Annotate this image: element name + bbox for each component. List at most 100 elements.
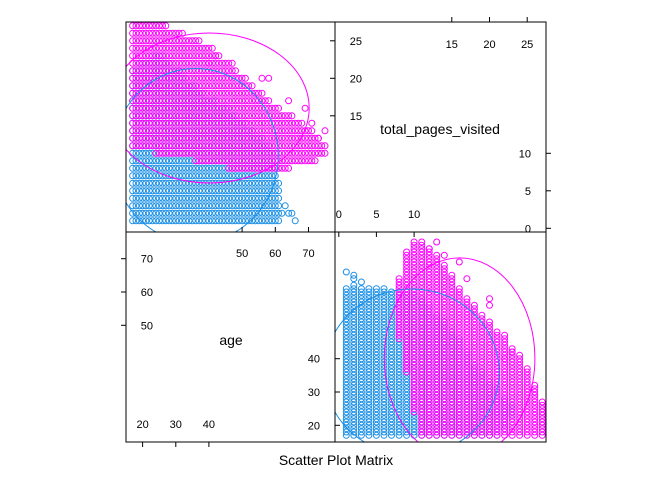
data-point [271,164,279,172]
data-point [248,112,256,120]
data-point [132,44,140,52]
data-point [372,328,380,336]
data-point [486,388,493,396]
data-point [418,391,426,399]
data-point [531,421,539,429]
data-point [493,431,501,439]
data-point [440,328,448,336]
data-point [265,74,273,82]
data-point [188,202,196,210]
data-point [501,418,509,426]
data-point [380,378,388,386]
data-point [132,142,140,150]
data-point [463,341,471,349]
data-point [350,318,358,326]
data-point [440,375,448,383]
data-point [372,391,380,399]
data-point [202,59,210,67]
data-point [261,119,269,127]
data-point [486,338,493,346]
data-point [248,157,256,165]
data-point [440,401,448,409]
data-point [395,288,403,296]
data-point [425,351,433,359]
data-point [410,268,418,276]
data-point [425,391,433,399]
data-point [410,275,418,283]
data-point [433,258,441,266]
tick-label: 60 [141,287,153,299]
data-point [202,82,210,90]
data-point [342,298,350,306]
data-point [228,202,236,210]
data-point [448,365,456,373]
data-point [185,202,193,210]
data-point [218,89,226,97]
data-point [493,335,501,343]
data-point [225,172,233,180]
data-point [208,82,216,90]
data-point [470,305,478,313]
data-point [470,415,478,423]
tick-label: 50 [141,320,153,332]
data-point [493,418,501,426]
data-point [410,311,418,319]
data-point [198,52,206,60]
data-point [185,194,193,202]
data-point [403,258,411,266]
data-point [195,127,203,135]
data-point [132,179,140,187]
data-point [470,405,478,413]
data-point [235,104,243,112]
data-point [149,172,156,180]
data-point [342,411,350,419]
data-point [178,82,186,90]
data-point [145,37,153,45]
data-point [155,119,163,127]
data-point [129,74,137,82]
data-point [433,335,441,343]
data-point [425,298,433,306]
data-point [380,388,388,396]
data-point [501,335,509,343]
data-point [275,202,283,210]
data-point [195,44,203,52]
data-point [168,179,176,187]
data-point [463,415,471,423]
data-point [311,149,319,157]
data-point [185,142,193,150]
data-point [501,375,509,383]
data-point [418,401,426,409]
data-point [155,127,163,135]
data-point [463,311,471,319]
data-point [425,411,433,419]
data-point [175,127,183,135]
data-point [463,345,471,353]
data-point [225,209,233,217]
data-point [388,298,395,306]
data-point [258,89,266,97]
data-point [132,164,140,172]
data-point [388,428,395,436]
data-point [410,308,418,316]
data-point [455,345,463,353]
data-point [241,119,249,127]
data-point [342,345,350,353]
data-point [149,112,156,120]
data-point [501,338,509,346]
data-point [342,418,350,426]
data-point [455,385,463,393]
data-point [433,295,441,303]
data-point [531,388,539,396]
data-point [372,321,380,329]
data-point [152,179,160,187]
data-point [470,398,478,406]
data-point [222,187,229,195]
data-point [486,355,493,363]
data-point [248,217,256,225]
tick-label: 20 [350,73,362,85]
data-point [202,119,210,127]
panel-pages-vs-age [335,238,546,442]
data-point [501,365,509,373]
data-point [395,421,403,429]
